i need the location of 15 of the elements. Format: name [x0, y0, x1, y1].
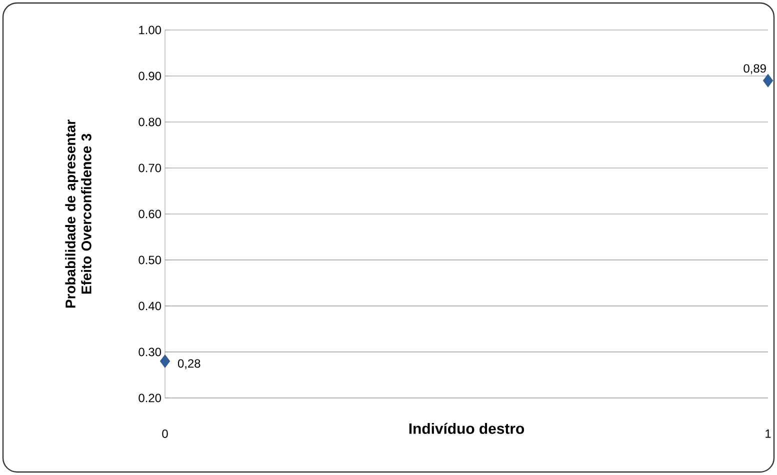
y-tick-label: 0.40: [138, 302, 162, 310]
y-tick-label: 0.70: [138, 164, 162, 172]
y-tick-label: 0.60: [138, 210, 162, 218]
x-axis-title: Indivíduo destro: [409, 422, 524, 434]
y-tick-label: 0.30: [138, 348, 162, 356]
y-tick-label: 1.00: [139, 26, 162, 34]
x-tick-label: 0: [162, 430, 168, 438]
y-axis-title: Probabilidade de apresentar Efeito Overconfidence 3: [65, 120, 92, 308]
data-label: 0,89: [744, 64, 766, 74]
y-tick-label: 0.20: [138, 394, 162, 402]
y-tick-label: 0.50: [138, 256, 162, 264]
y-tick-label: 0.80: [138, 118, 162, 126]
x-tick-label: 1: [766, 430, 771, 438]
data-label: 0,28: [178, 359, 200, 370]
y-tick-label: 0.90: [138, 72, 162, 80]
